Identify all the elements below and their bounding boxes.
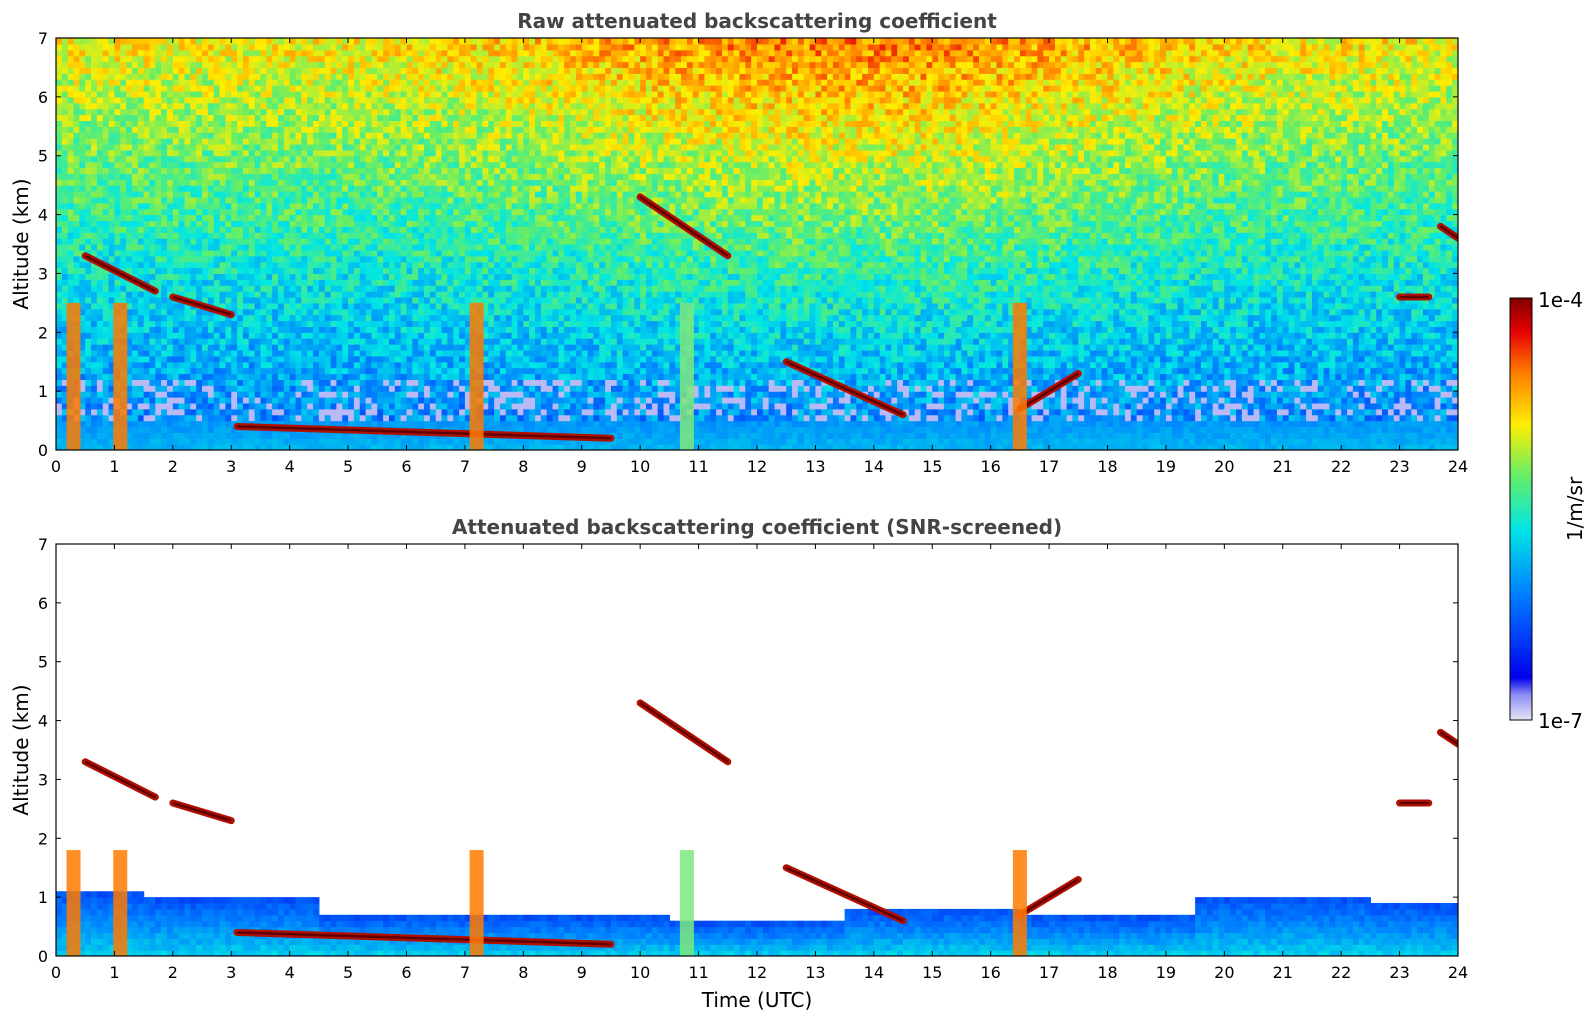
panel-raw: Raw attenuated backscattering coefficien… (9, 9, 1468, 476)
y-tick-label: 3 (38, 770, 48, 789)
y-tick-label: 1 (38, 382, 48, 401)
x-tick-label: 2 (168, 457, 178, 476)
x-tick-label: 4 (285, 457, 295, 476)
x-tick-label: 1 (109, 963, 119, 982)
heatmap (56, 699, 1458, 956)
x-tick-label: 20 (1214, 963, 1234, 982)
x-tick-label: 0 (51, 963, 61, 982)
y-tick-label: 2 (38, 829, 48, 848)
colorbar-gradient (1509, 297, 1533, 721)
x-tick-label: 16 (980, 963, 1000, 982)
x-tick-label: 10 (630, 457, 650, 476)
panel-screened: Attenuated backscattering coefficient (S… (9, 515, 1468, 1012)
x-tick-label: 24 (1448, 457, 1468, 476)
x-tick-label: 7 (460, 457, 470, 476)
x-tick-label: 11 (688, 963, 708, 982)
x-tick-label: 15 (922, 963, 942, 982)
x-tick-label: 5 (343, 963, 353, 982)
y-tick-label: 1 (38, 888, 48, 907)
plot-frame (55, 543, 1459, 957)
panel-title: Raw attenuated backscattering coefficien… (517, 9, 997, 33)
precipitation-column (113, 850, 128, 956)
y-tick-label: 4 (38, 206, 48, 225)
precipitation-column (66, 302, 81, 450)
x-tick-label: 8 (518, 457, 528, 476)
x-tick-label: 20 (1214, 457, 1234, 476)
x-tick-label: 13 (805, 963, 825, 982)
y-tick-label: 2 (38, 323, 48, 342)
x-tick-label: 18 (1097, 963, 1117, 982)
x-tick-label: 5 (343, 457, 353, 476)
x-tick-label: 2 (168, 963, 178, 982)
x-tick-label: 6 (401, 457, 411, 476)
x-tick-label: 3 (226, 963, 236, 982)
x-tick-label: 19 (1156, 963, 1176, 982)
y-tick-label: 5 (38, 147, 48, 166)
y-tick-label: 6 (38, 594, 48, 613)
x-tick-label: 7 (460, 963, 470, 982)
x-tick-label: 21 (1273, 457, 1293, 476)
x-tick-label: 9 (577, 963, 587, 982)
x-tick-label: 22 (1331, 457, 1351, 476)
axes: 0 1 2 3 4 5 6 7 8 9 10 11 12 13 14 15 16 17 18 19 20 21 22 23 24… (38, 535, 1468, 982)
x-tick-label: 6 (401, 963, 411, 982)
x-tick-label: 12 (747, 963, 767, 982)
x-tick-label: 17 (1039, 963, 1059, 982)
x-tick-label: 10 (630, 963, 650, 982)
precipitation-column (66, 850, 81, 956)
precipitation-column (1012, 850, 1027, 956)
x-tick-label: 8 (518, 963, 528, 982)
y-tick-label: 5 (38, 653, 48, 672)
y-tick-label: 0 (38, 441, 48, 460)
y-tick-label: 0 (38, 947, 48, 966)
x-tick-label: 12 (747, 457, 767, 476)
colorbar: 1e-4 1e-7 1/m/sr (1509, 288, 1587, 733)
x-tick-label: 24 (1448, 963, 1468, 982)
x-tick-label: 0 (51, 457, 61, 476)
heatmap (56, 38, 1458, 450)
y-axis-label: Altitude (km) (9, 178, 33, 309)
colorbar-unit-label: 1/m/sr (1563, 476, 1587, 541)
precipitation-column (679, 302, 694, 450)
precipitation-column (113, 302, 128, 450)
x-tick-label: 14 (864, 963, 884, 982)
x-tick-label: 9 (577, 457, 587, 476)
x-tick-label: 1 (109, 457, 119, 476)
x-tick-label: 23 (1389, 457, 1409, 476)
precipitation-column (679, 850, 694, 956)
x-tick-label: 18 (1097, 457, 1117, 476)
x-tick-label: 14 (864, 457, 884, 476)
precipitation-column (469, 850, 484, 956)
x-tick-label: 23 (1389, 963, 1409, 982)
panel-title: Attenuated backscattering coefficient (S… (452, 515, 1062, 539)
x-tick-label: 3 (226, 457, 236, 476)
x-tick-label: 13 (805, 457, 825, 476)
y-tick-label: 6 (38, 88, 48, 107)
x-tick-label: 19 (1156, 457, 1176, 476)
colorbar-max-label: 1e-4 (1538, 288, 1583, 312)
x-tick-label: 15 (922, 457, 942, 476)
x-axis-label: Time (UTC) (701, 988, 813, 1012)
x-tick-label: 4 (285, 963, 295, 982)
y-axis-label: Altitude (km) (9, 684, 33, 815)
colorbar-min-label: 1e-7 (1538, 709, 1583, 733)
precipitation-column (469, 302, 484, 450)
y-tick-label: 7 (38, 535, 48, 554)
y-tick-label: 7 (38, 29, 48, 48)
precipitation-column (1012, 302, 1027, 450)
x-tick-label: 17 (1039, 457, 1059, 476)
x-tick-label: 11 (688, 457, 708, 476)
x-tick-label: 21 (1273, 963, 1293, 982)
x-tick-label: 16 (980, 457, 1000, 476)
x-tick-label: 22 (1331, 963, 1351, 982)
y-tick-label: 4 (38, 712, 48, 731)
axes: 0 1 2 3 4 5 6 7 8 9 10 11 12 13 14 15 16 17 18 19 20 21 22 23 24… (38, 29, 1468, 476)
y-tick-label: 3 (38, 264, 48, 283)
